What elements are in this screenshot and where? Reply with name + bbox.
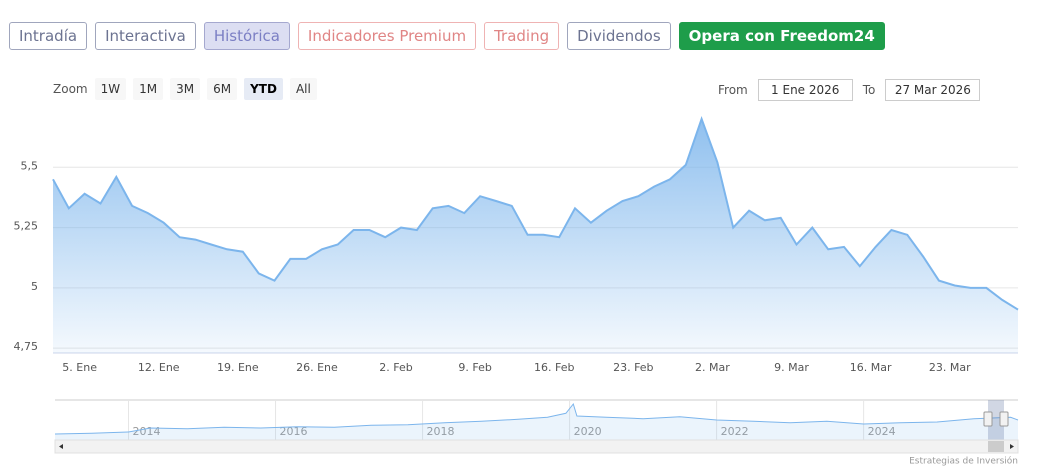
tab[interactable]: Histórica [203, 22, 290, 50]
tab[interactable]: Trading [484, 22, 560, 50]
navigator-label: 2022 [721, 425, 749, 438]
navigator-selection [988, 400, 1004, 440]
to-label: To [862, 83, 876, 97]
x-tick-label: 16. Mar [850, 361, 892, 374]
zoom-button[interactable]: 1M [133, 78, 164, 100]
navigator-handle [983, 411, 993, 427]
y-tick-label: 4,75 [14, 340, 39, 353]
from-label: From [718, 83, 748, 97]
tab[interactable]: Indicadores Premium [297, 22, 477, 50]
y-tick-label: 5,25 [14, 220, 39, 233]
scrollbar-thumb [988, 441, 1004, 452]
navigator-handle [999, 411, 1009, 427]
navigator-label: 2020 [574, 425, 602, 438]
scroll-right [1010, 444, 1014, 449]
navigator-label: 2024 [868, 425, 896, 438]
x-tick-label: 2. Mar [695, 361, 730, 374]
tab[interactable]: Interactiva [95, 22, 196, 50]
zoom-bar: Zoom 1W 1M 3M 6M YTD All [53, 78, 317, 100]
zoom-label: Zoom [53, 82, 88, 96]
y-tick-label: 5 [31, 280, 38, 293]
tab[interactable]: Dividendos [567, 22, 671, 50]
zoom-button[interactable]: All [289, 78, 317, 100]
date-range: From 1 Ene 2026 To 27 Mar 2026 [718, 79, 981, 101]
x-tick-label: 23. Mar [929, 361, 971, 374]
navigator-label: 2016 [280, 425, 308, 438]
area-fill [53, 119, 1018, 353]
zoom-button[interactable]: 3M [170, 78, 201, 100]
scroll-left [59, 444, 63, 449]
x-tick-label: 19. Ene [217, 361, 259, 374]
navigator-label: 2018 [427, 425, 455, 438]
navigator-line [54, 402, 1019, 435]
x-tick-label: 26. Ene [296, 361, 338, 374]
x-tick-label: 12. Ene [138, 361, 180, 374]
tab[interactable]: Opera con Freedom24 [678, 22, 885, 50]
to-input[interactable]: 27 Mar 2026 [885, 79, 981, 101]
x-tick-label: 23. Feb [613, 361, 653, 374]
scrollbar [54, 439, 1019, 454]
y-tick-label: 5,5 [21, 159, 39, 172]
x-tick-label: 5. Ene [62, 361, 97, 374]
zoom-button[interactable]: YTD [244, 78, 283, 100]
zoom-button[interactable]: 1W [94, 78, 127, 100]
price-line [52, 116, 1019, 311]
x-tick-label: 16. Feb [534, 361, 574, 374]
from-input[interactable]: 1 Ene 2026 [757, 79, 853, 101]
tab[interactable]: Intradía [9, 22, 88, 50]
x-tick-label: 2. Feb [379, 361, 412, 374]
x-tick-label: 9. Mar [774, 361, 809, 374]
navigator-area [55, 404, 1018, 440]
zoom-button[interactable]: 6M [207, 78, 238, 100]
x-tick-label: 9. Feb [458, 361, 491, 374]
tab-bar: Intradía Interactiva Histórica Indicadores … [9, 22, 885, 50]
credits: Estrategias de Inversión [909, 456, 1018, 467]
